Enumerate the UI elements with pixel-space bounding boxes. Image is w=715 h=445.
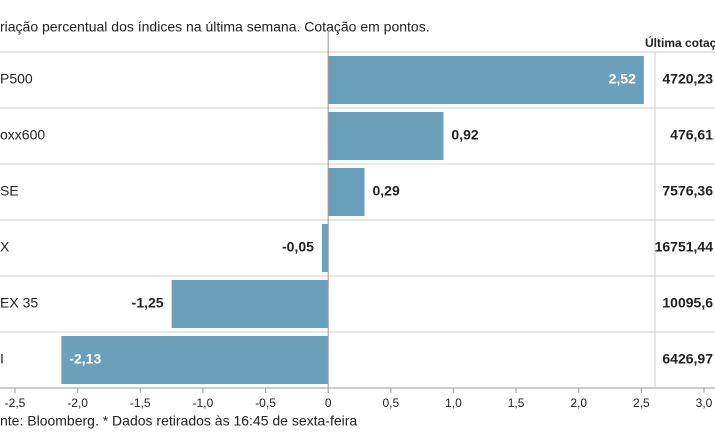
category-label: oxx600 xyxy=(0,127,45,143)
category-label: P500 xyxy=(0,71,33,87)
x-tick-label: -2,5 xyxy=(5,396,26,410)
category-label: X xyxy=(0,239,10,255)
last-quote: 16751,44 xyxy=(655,239,714,255)
last-quote: 476,61 xyxy=(670,127,713,143)
last-quote: 10095,6 xyxy=(662,295,713,311)
x-tick-label: 2,0 xyxy=(570,396,587,410)
bar xyxy=(328,112,444,160)
value-label: 0,92 xyxy=(451,127,478,143)
bar xyxy=(61,336,329,384)
last-quote: 7576,36 xyxy=(662,183,713,199)
bar xyxy=(328,56,644,104)
x-tick-label: 3,0 xyxy=(696,396,713,410)
value-label: -2,13 xyxy=(69,351,101,367)
last-quote: 6426,97 xyxy=(662,351,713,367)
right-header: Última cotaç xyxy=(645,35,715,50)
x-tick-label: -0,5 xyxy=(255,396,276,410)
bar xyxy=(321,224,329,272)
x-tick-label: -1,5 xyxy=(130,396,151,410)
category-label: I xyxy=(0,351,4,367)
x-tick-label: 0,5 xyxy=(382,396,399,410)
x-tick-label: 2,5 xyxy=(633,396,650,410)
last-quote: 4720,23 xyxy=(662,71,713,87)
x-tick-label: 1,0 xyxy=(445,396,462,410)
value-label: -0,05 xyxy=(282,239,314,255)
bar xyxy=(171,280,329,328)
category-label: EX 35 xyxy=(0,295,38,311)
x-tick-label: 0 xyxy=(325,396,332,410)
bar xyxy=(328,168,365,216)
footer: nte: Bloomberg. * Dados retirados às 16:… xyxy=(0,413,357,429)
value-label: 2,52 xyxy=(609,71,636,87)
x-tick-label: -1,0 xyxy=(193,396,214,410)
x-tick-label: 1,5 xyxy=(508,396,525,410)
value-label: 0,29 xyxy=(373,183,400,199)
value-label: -1,25 xyxy=(132,295,164,311)
chart-title: riação percentual dos índices na última … xyxy=(0,19,430,35)
category-label: SE xyxy=(0,183,19,199)
x-tick-label: -2,0 xyxy=(67,396,88,410)
